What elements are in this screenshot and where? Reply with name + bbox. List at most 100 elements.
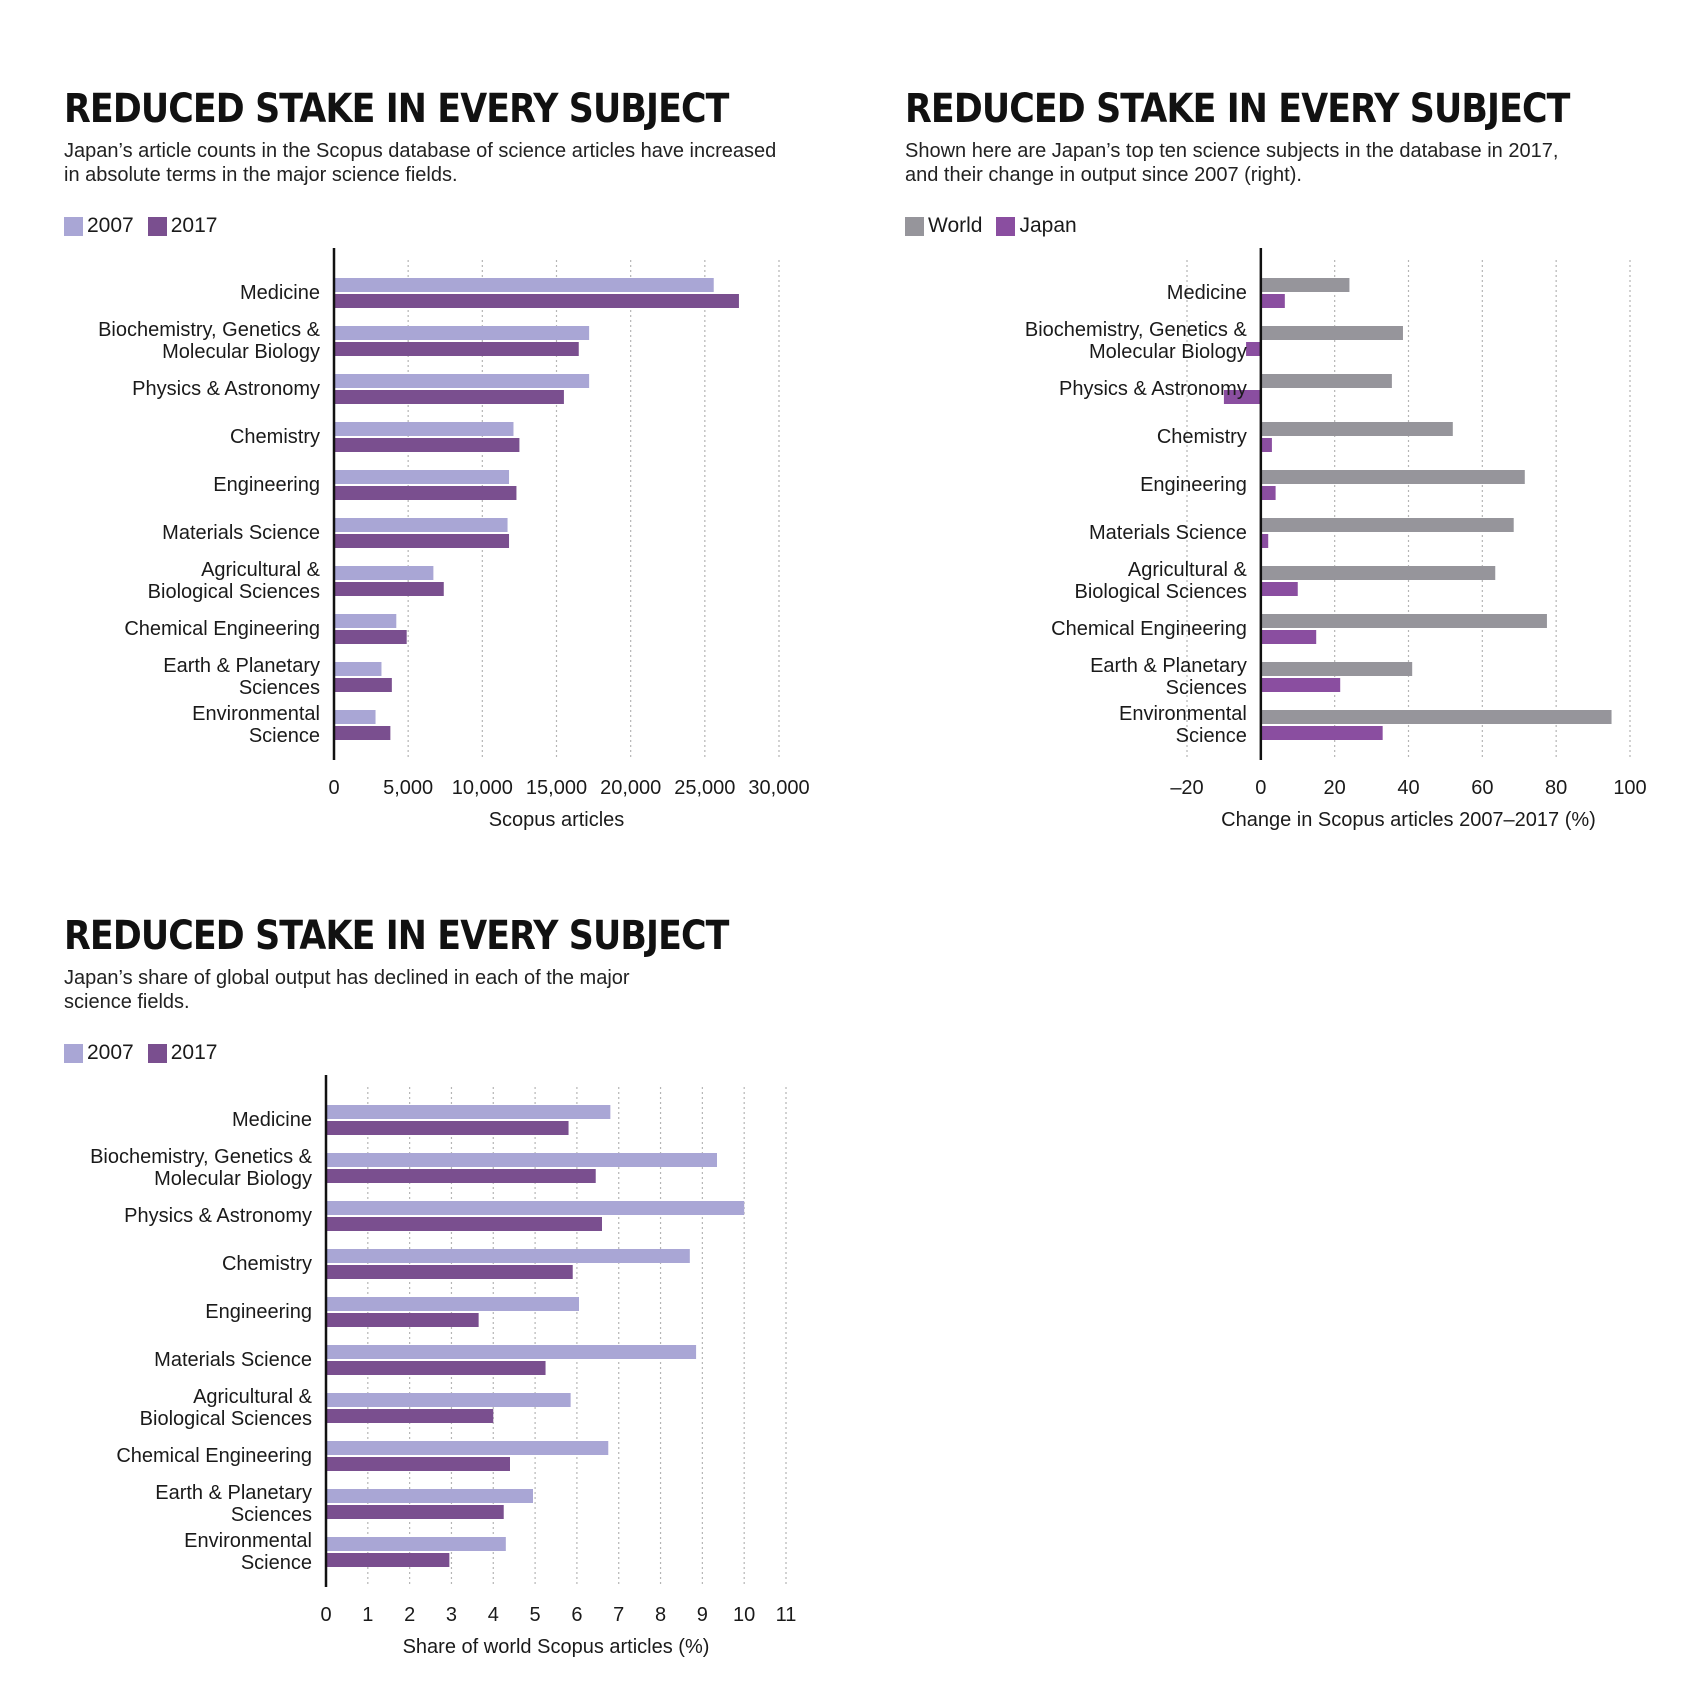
category-label: Earth & Planetary — [1090, 655, 1247, 677]
x-tick-label: 80 — [1545, 777, 1567, 799]
category-label: Agricultural & — [201, 559, 321, 581]
chart-title: REDUCED STAKE IN EVERY SUBJECT — [905, 86, 1570, 132]
category-label: Physics & Astronomy — [124, 1205, 312, 1227]
bar-2017 — [334, 582, 444, 596]
subtitle-line: in absolute terms in the major science f… — [64, 164, 458, 186]
bar-2017 — [326, 1313, 479, 1327]
bar-2017 — [326, 1217, 602, 1231]
legend-label-2007: 2007 — [87, 1041, 134, 1064]
x-tick-label: 20,000 — [600, 777, 661, 799]
category-label: Engineering — [213, 474, 320, 496]
bar-chart-change: –20 0 20 40 60 80 100 Medicine Biochemistry, Gen… — [1025, 248, 1647, 831]
x-tick-label: 2 — [404, 1604, 415, 1626]
category-label: Materials Science — [154, 1349, 312, 1371]
x-tick-label: 0 — [320, 1604, 331, 1626]
x-tick-label: 11 — [776, 1604, 797, 1626]
category-label: Chemical Engineering — [1051, 618, 1247, 640]
legend: 2007 2017 — [64, 213, 864, 239]
bar-japan — [1260, 726, 1383, 740]
chart-subtitle: Shown here are Japan’s top ten science s… — [905, 139, 1665, 187]
bar-2017 — [334, 534, 510, 548]
subtitle-line: and their change in output since 2007 (r… — [905, 164, 1302, 186]
bar-2017 — [326, 1553, 450, 1567]
bar-2007 — [334, 374, 590, 388]
x-tick-label: 8 — [655, 1604, 666, 1626]
bar-japan — [1260, 438, 1272, 452]
bar-2007 — [326, 1297, 579, 1311]
subtitle-line: Shown here are Japan’s top ten science s… — [905, 140, 1559, 162]
x-tick-label: 5 — [530, 1604, 541, 1626]
category-label: Biochemistry, Genetics & — [90, 1146, 313, 1168]
bar-2017 — [326, 1505, 504, 1519]
bar-2007 — [334, 278, 714, 292]
bar-2007 — [326, 1393, 571, 1407]
bar-world — [1260, 422, 1453, 436]
legend-item-2007: 2007 — [64, 1041, 134, 1065]
bar-2017 — [334, 390, 564, 404]
category-label: Medicine — [1167, 282, 1247, 304]
bar-japan — [1223, 390, 1261, 404]
legend-swatch-japan — [996, 216, 1016, 236]
bar-2017 — [334, 726, 391, 740]
x-tick-label: –20 — [1170, 777, 1203, 799]
legend-swatch-2017 — [147, 216, 167, 236]
category-label: Medicine — [232, 1109, 312, 1131]
bar-2017 — [334, 342, 579, 356]
category-label: Environmental — [1119, 703, 1247, 725]
category-label: Chemical Engineering — [116, 1445, 312, 1467]
legend-label-world: World — [928, 214, 983, 237]
legend-swatch-world — [905, 216, 924, 236]
bar-2017 — [326, 1121, 569, 1135]
bar-2007 — [326, 1441, 609, 1455]
x-tick-label: 15,000 — [526, 777, 587, 799]
legend: World Japan — [905, 213, 1695, 239]
x-tick-label: 3 — [446, 1604, 457, 1626]
x-tick-label: 6 — [571, 1604, 582, 1626]
x-axis-label: Scopus articles — [489, 809, 625, 831]
chart-panel-counts: REDUCED STAKE IN EVERY SUBJECT Japan’s a… — [64, 85, 864, 845]
category-label: Earth & Planetary — [163, 655, 320, 677]
x-tick-label: 4 — [488, 1604, 499, 1626]
bar-2007 — [334, 422, 514, 436]
bar-2007 — [334, 326, 590, 340]
bar-2017 — [326, 1409, 494, 1423]
subtitle-line: Japan’s share of global output has decli… — [64, 967, 630, 989]
bar-japan — [1260, 630, 1317, 644]
category-label: Chemistry — [222, 1253, 312, 1275]
legend-swatch-2007 — [64, 216, 83, 236]
bar-2007 — [326, 1249, 690, 1263]
category-label: Biochemistry, Genetics & — [1025, 319, 1248, 341]
x-tick-label: 10 — [733, 1604, 755, 1626]
bar-2007 — [334, 518, 508, 532]
chart-subtitle: Japan’s share of global output has decli… — [64, 966, 824, 1014]
bar-japan — [1260, 582, 1298, 596]
legend-label-2017: 2017 — [170, 214, 218, 237]
x-axis-label: Share of world Scopus articles (%) — [403, 1636, 710, 1658]
bar-2007 — [334, 470, 510, 484]
bar-japan — [1260, 486, 1276, 500]
category-label: Molecular Biology — [162, 341, 320, 363]
legend-item-2017: 2017 — [147, 214, 218, 238]
category-label: Sciences — [239, 677, 320, 699]
category-label: Science — [249, 725, 320, 747]
legend-label-japan: Japan — [1019, 214, 1077, 237]
category-label: Physics & Astronomy — [1059, 378, 1247, 400]
category-label: Sciences — [231, 1504, 312, 1526]
bar-2007 — [326, 1201, 745, 1215]
bar-2007 — [326, 1345, 697, 1359]
bar-2007 — [326, 1105, 611, 1119]
legend-swatch-2007 — [64, 1043, 83, 1063]
bar-world — [1260, 566, 1496, 580]
x-tick-label: 1 — [362, 1604, 373, 1626]
x-tick-label: 7 — [613, 1604, 624, 1626]
chart-panel-share: REDUCED STAKE IN EVERY SUBJECT Japan’s s… — [64, 912, 864, 1672]
bar-2007 — [334, 614, 397, 628]
chart-title: REDUCED STAKE IN EVERY SUBJECT — [64, 913, 729, 959]
chart-subtitle: Japan’s article counts in the Scopus dat… — [64, 139, 824, 187]
category-label: Biological Sciences — [1075, 581, 1247, 603]
category-label: Biochemistry, Genetics & — [98, 319, 321, 341]
bar-2017 — [326, 1457, 510, 1471]
bar-world — [1260, 518, 1514, 532]
category-label: Molecular Biology — [154, 1168, 312, 1190]
bar-2007 — [334, 566, 434, 580]
